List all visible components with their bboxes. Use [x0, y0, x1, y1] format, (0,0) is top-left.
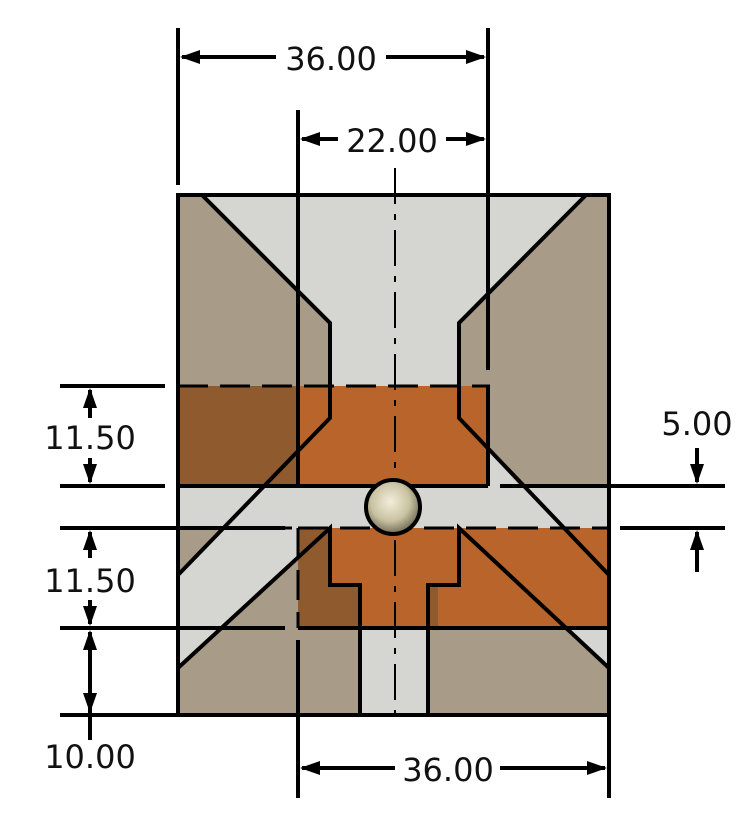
dim-upper-height-label: 11.50 — [44, 419, 136, 457]
housing-outline — [176, 193, 611, 717]
dim-inner-arrow-right — [466, 132, 486, 146]
dim-gap-arrow-top — [690, 464, 704, 484]
dim-gap-label: 5.00 — [661, 405, 732, 443]
dim-lower-h-arrow-bottom — [83, 606, 97, 626]
dim-upper-h-arrow-top — [83, 388, 97, 408]
dim-lower-height-label: 11.50 — [44, 562, 136, 600]
dim-top-width-label: 36.00 — [285, 40, 377, 78]
ball — [364, 478, 422, 536]
dim-base-h-arrow-top — [83, 630, 97, 650]
dim-top-arrow-left — [180, 50, 200, 64]
dim-lower-h-arrow-top — [83, 530, 97, 550]
dim-bottom-arrow-left — [300, 761, 320, 775]
dim-upper-h-arrow-bottom — [83, 464, 97, 484]
dim-top-arrow-right — [466, 50, 486, 64]
dim-gap-arrow-bottom — [690, 530, 704, 550]
dim-inner-width-label: 22.00 — [346, 122, 438, 160]
upper-copper-plate-shade-left — [178, 386, 296, 486]
dim-base-height-label: 10.00 — [44, 738, 136, 776]
lower-left-channel — [178, 486, 330, 668]
upper-funnel-left-edge — [176, 193, 332, 577]
dim-base-h-arrow-bottom — [83, 693, 97, 713]
dim-bottom-width-label: 36.00 — [402, 751, 494, 789]
dim-bottom-arrow-right — [587, 761, 607, 775]
upper-funnel-right-edge — [457, 193, 611, 577]
dim-inner-arrow-left — [300, 132, 320, 146]
